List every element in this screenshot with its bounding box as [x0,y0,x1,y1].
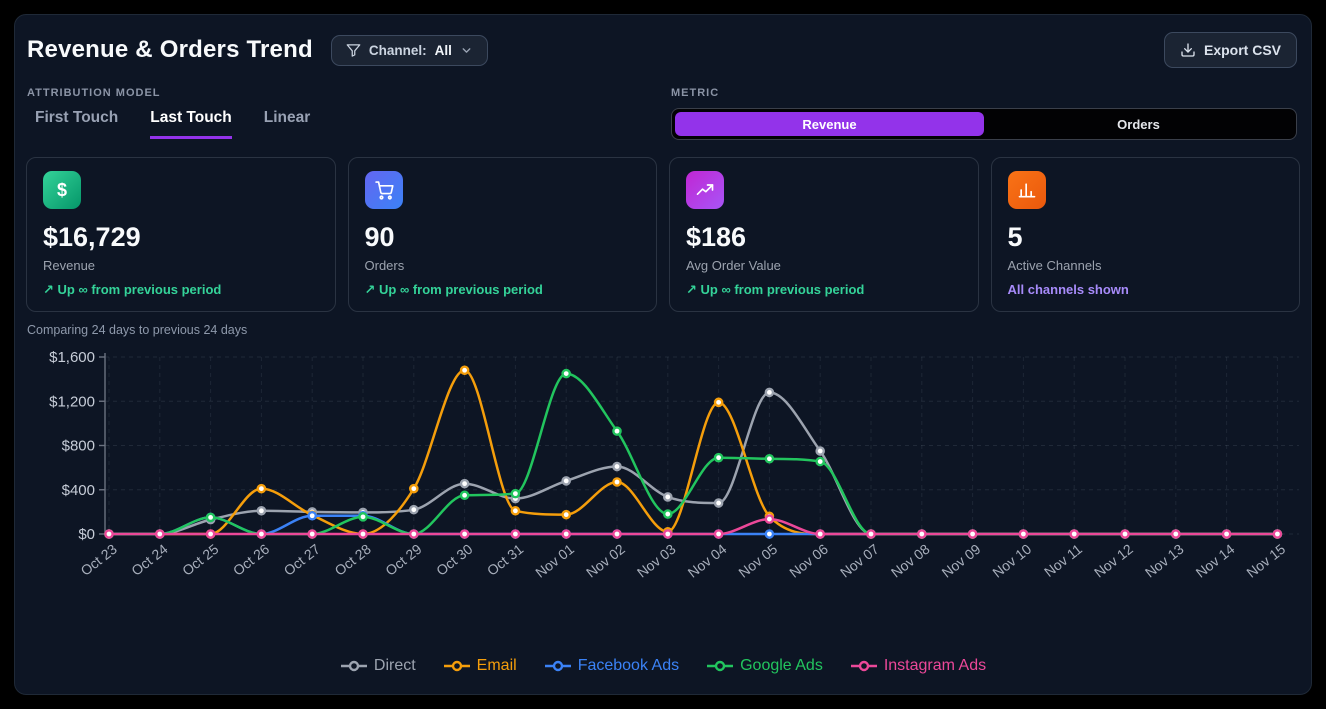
tab-linear[interactable]: Linear [263,109,311,126]
x-axis-tick-label: Nov 02 [583,541,628,581]
trending-up-icon [686,171,724,209]
legend-item-direct[interactable]: Direct [340,657,416,675]
legend-label: Instagram Ads [883,657,987,674]
stat-change: All channels shown [1007,282,1129,297]
metric-toggle: Revenue Orders [671,108,1297,140]
stat-value: $186 [686,222,747,252]
chart-legend: Direct Email Facebook Ads Google Ads [15,657,1311,675]
series-dots-google-ads[interactable] [104,368,1283,539]
stat-label: Avg Order Value [686,258,781,273]
dashboard-panel: Revenue & Orders Trend Channel: All Expo… [14,14,1312,695]
legend-line-icon [706,660,734,672]
metric-option-revenue[interactable]: Revenue [675,112,984,136]
x-axis-tick-label: Oct 31 [484,541,527,579]
x-axis-tick-label: Nov 03 [634,541,679,581]
bar-chart-icon [1007,171,1046,209]
x-axis-tick-label: Nov 10 [989,541,1034,581]
stat-change: ↗ Up ∞ from previous period [364,282,543,297]
stat-change: ↗ Up ∞ from previous period [43,282,222,297]
y-axis-tick-label: $0 [78,526,95,543]
funnel-icon [346,43,361,58]
legend-item-email[interactable]: Email [443,657,517,675]
y-axis-tick-label: $800 [62,438,95,455]
x-axis-tick-label: Nov 01 [532,541,577,581]
legend-line-icon [340,660,368,672]
x-axis-tick-label: Oct 30 [433,541,476,579]
metric-section: METRIC Revenue Orders [671,87,1297,140]
stat-value: $16,729 [43,222,141,252]
x-axis-tick-label: Nov 09 [939,541,984,581]
trend-chart[interactable]: $0 $400 $800 $1,200 $1,600 Oct 23 Oct 24 Oct 25… [15,343,1313,625]
series-line-facebook-ads [107,514,1279,536]
x-axis-tick-label: Nov 04 [685,541,730,581]
page-title: Revenue & Orders Trend [27,36,313,63]
stat-card-active-channels: 5 Active Channels All channels shown [990,157,1300,312]
x-axis-tick-label: Oct 29 [382,541,425,579]
x-axis-tick-label: Oct 27 [281,541,324,579]
attribution-model-section: ATTRIBUTION MODEL First Touch Last Touch… [27,87,1297,139]
stat-value: 90 [364,222,395,252]
legend-label: Direct [373,657,416,674]
comparison-note: Comparing 24 days to previous 24 days [27,323,248,337]
channel-filter-button[interactable]: Channel: All [330,34,488,66]
controls-row: ATTRIBUTION MODEL First Touch Last Touch… [27,87,1297,149]
x-axis-tick-label: Oct 25 [179,541,222,579]
legend-item-instagram-ads[interactable]: Instagram Ads [850,657,986,675]
x-axis-tick-label: Nov 14 [1193,541,1238,581]
chevron-down-icon [460,44,473,57]
legend-line-icon [544,660,572,672]
trend-chart-svg: $0 $400 $800 $1,200 $1,600 Oct 23 Oct 24 Oct 25… [49,349,1299,581]
legend-line-icon [850,660,878,672]
download-icon [1180,42,1196,58]
stat-change: ↗ Up ∞ from previous period [686,282,865,297]
stat-label: Revenue [43,258,96,273]
x-axis-tick-label: Oct 24 [128,541,171,579]
attribution-model-label: ATTRIBUTION MODEL [27,87,161,99]
x-axis-tick-label: Nov 05 [735,541,780,581]
series-dots-instagram-ads[interactable] [104,514,1283,539]
legend-label: Facebook Ads [577,657,680,674]
tab-last-touch[interactable]: Last Touch [150,109,232,139]
x-axis-tick-label: Nov 07 [837,541,882,581]
series-line-email [107,369,1279,536]
x-axis-tick-label: Oct 26 [230,541,273,579]
tab-first-touch[interactable]: First Touch [35,109,119,126]
stat-card-orders: 90 Orders ↗ Up ∞ from previous period [347,157,657,312]
channel-filter-value: All [434,42,452,58]
legend-line-icon [443,660,471,672]
x-axis-tick-label: Nov 13 [1142,541,1187,581]
metric-option-orders[interactable]: Orders [1117,116,1160,132]
x-axis-tick-label: Nov 06 [786,541,831,581]
x-axis-tick-label: Nov 15 [1243,541,1288,581]
x-axis-tick-label: Oct 23 [77,541,120,579]
legend-label: Google Ads [740,657,823,674]
y-axis-tick-label: $1,200 [49,393,95,410]
x-axis-tick-label: Nov 12 [1091,541,1136,581]
stat-card-avg-order-value: $186 Avg Order Value ↗ Up ∞ from previou… [669,157,979,312]
export-csv-label: Export CSV [1203,42,1281,58]
cart-icon [364,171,403,209]
legend-label: Email [476,657,517,674]
stat-value: 5 [1007,222,1023,252]
x-axis-tick-label: Nov 11 [1041,541,1085,580]
stat-label: Orders [364,258,405,273]
stat-cards: $ $16,729 Revenue ↗ Up ∞ from previous p… [26,157,1300,312]
x-axis-tick-label: Nov 08 [888,541,933,581]
legend-item-facebook-ads[interactable]: Facebook Ads [544,657,679,675]
y-axis-tick-label: $1,600 [49,349,95,366]
stat-label: Active Channels [1007,258,1102,273]
stat-card-revenue: $ $16,729 Revenue ↗ Up ∞ from previous p… [26,157,336,312]
export-csv-button[interactable]: Export CSV [1163,32,1297,68]
attribution-tabs: First Touch Last Touch Linear [27,109,1297,139]
dollar-icon: $ [43,171,81,209]
x-axis-tick-label: Oct 28 [331,541,374,579]
y-axis-tick-label: $400 [62,482,95,499]
channel-filter-label: Channel: [368,42,427,58]
metric-label: METRIC [671,87,720,99]
header: Revenue & Orders Trend Channel: All Expo… [27,31,1297,69]
legend-item-google-ads[interactable]: Google Ads [706,657,823,675]
